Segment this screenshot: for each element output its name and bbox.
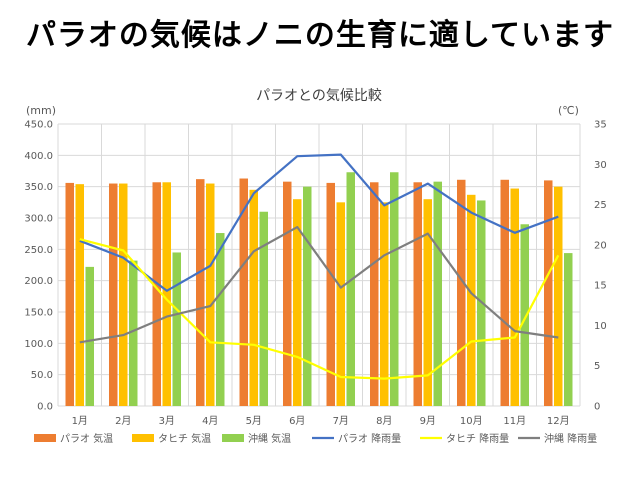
category-label: 1月: [72, 415, 88, 427]
legend-label: 沖縄 気温: [248, 432, 291, 445]
category-label: 8月: [376, 415, 392, 427]
bar-2-8月: [380, 202, 389, 406]
legend-swatch: [132, 434, 154, 442]
bar-2-7月: [336, 202, 345, 406]
line-series-2: [79, 238, 560, 380]
bar-1-8月: [370, 182, 379, 406]
right-tick-label: 15: [594, 281, 607, 292]
bar-1-3月: [152, 182, 161, 406]
category-label: 2月: [115, 415, 131, 427]
category-label: 5月: [246, 415, 262, 427]
legend-label: パラオ 気温: [60, 432, 113, 445]
bar-3-1月: [85, 266, 94, 406]
bar-2-2月: [119, 183, 128, 406]
right-tick-label: 5: [594, 361, 600, 372]
category-label: 9月: [420, 415, 436, 427]
category-label: 3月: [159, 415, 175, 427]
left-tick-label: 150.0: [24, 308, 53, 319]
bar-1-5月: [239, 178, 248, 406]
right-tick-label: 25: [594, 200, 607, 211]
bar-1-12月: [544, 180, 553, 406]
bar-3-12月: [564, 253, 573, 406]
bar-3-11月: [520, 224, 529, 406]
bar-1-6月: [283, 181, 292, 406]
left-tick-label: 0.0: [37, 402, 53, 413]
chart-title: パラオとの気候比較: [256, 88, 382, 104]
category-label: 7月: [333, 415, 349, 427]
bar-2-9月: [423, 199, 432, 406]
right-tick-label: 10: [594, 321, 607, 332]
bar-1-7月: [326, 182, 335, 406]
bar-1-2月: [109, 183, 118, 406]
bar-2-4月: [206, 183, 215, 406]
bar-3-5月: [259, 211, 268, 406]
legend-layer: パラオ 気温 タヒチ 気温 沖縄 気温 パラオ 降雨量 タヒチ 降雨量 沖縄 降雨量: [34, 432, 597, 445]
axis-layer: パラオとの気候比較 (mm) (℃) 0.0 50.0 100.0 150.0 200.0 25…: [24, 88, 606, 427]
bar-3-9月: [433, 181, 442, 406]
legend-swatch: [222, 434, 244, 442]
bar-1-9月: [413, 182, 422, 406]
left-tick-label: 300.0: [24, 214, 53, 225]
left-axis-unit: (mm): [26, 104, 56, 117]
left-tick-label: 450.0: [24, 120, 53, 131]
line-series-1: [79, 153, 559, 292]
left-tick-label: 400.0: [24, 151, 53, 162]
legend-label: 沖縄 降雨量: [544, 432, 597, 445]
left-tick-label: 250.0: [24, 245, 53, 256]
left-tick-label: 100.0: [24, 339, 53, 350]
legend-label: パラオ 降雨量: [338, 432, 401, 445]
bar-3-8月: [390, 172, 399, 406]
bar-3-4月: [216, 233, 225, 406]
category-label: 10月: [460, 415, 483, 427]
bar-2-5月: [249, 189, 258, 406]
bar-1-10月: [457, 179, 466, 406]
bar-3-6月: [303, 186, 312, 406]
right-axis-unit: (℃): [558, 104, 579, 117]
left-tick-label: 350.0: [24, 182, 53, 193]
bar-3-3月: [172, 252, 181, 406]
line-series-3: [79, 226, 559, 344]
bar-2-6月: [293, 199, 302, 406]
category-label: 12月: [547, 415, 570, 427]
bar-2-12月: [554, 186, 563, 406]
left-tick-label: 50.0: [31, 370, 53, 381]
legend-label: タヒチ 気温: [158, 432, 211, 445]
right-tick-label: 0: [594, 402, 600, 413]
line-layer: [79, 153, 560, 380]
slide-headline: パラオの気候はノニの生育に適しています: [25, 18, 615, 53]
category-label: 4月: [202, 415, 218, 427]
bar-1-4月: [196, 179, 205, 406]
right-tick-label: 35: [594, 120, 607, 131]
category-label: 6月: [289, 415, 305, 427]
right-tick-label: 30: [594, 160, 607, 171]
legend-swatch: [34, 434, 56, 442]
bar-1-1月: [65, 182, 74, 406]
bar-2-1月: [75, 184, 84, 406]
bar-layer: [65, 172, 573, 406]
bar-2-11月: [510, 188, 519, 406]
right-tick-label: 20: [594, 240, 607, 251]
bar-3-2月: [129, 260, 138, 406]
left-tick-label: 200.0: [24, 276, 53, 287]
bar-2-10月: [467, 194, 476, 406]
category-label: 11月: [503, 415, 526, 427]
bar-3-7月: [346, 172, 355, 406]
legend-label: タヒチ 降雨量: [446, 432, 509, 445]
bar-2-3月: [162, 182, 171, 406]
bar-1-11月: [500, 179, 509, 406]
